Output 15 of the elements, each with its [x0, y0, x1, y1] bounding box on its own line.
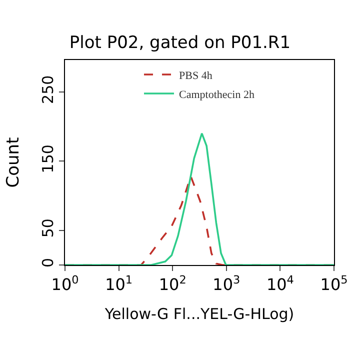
y-tick-label: 0 — [39, 258, 57, 268]
legend-label: Camptothecin 2h — [179, 88, 255, 101]
y-tick-label: 50 — [39, 218, 57, 238]
x-tick-label: 10$^{2}$ — [158, 273, 186, 294]
x-axis-title: Yellow-G Fl...YEL-G-HLog) — [104, 305, 294, 324]
y-tick-label: 150 — [39, 144, 57, 174]
y-tick-label: 250 — [39, 75, 57, 104]
x-tick-label: 10$^{0}$ — [51, 273, 79, 294]
x-tick-label: 10$^{5}$ — [320, 273, 348, 294]
x-tick-label: 10$^{4}$ — [266, 273, 294, 294]
x-tick-label: 10$^{1}$ — [105, 273, 133, 294]
y-axis-title: Count — [4, 136, 24, 188]
chart-title: Plot P02, gated on P01.R1 — [69, 32, 291, 53]
legend-label: PBS 4h — [179, 70, 213, 82]
x-tick-label: 10$^{3}$ — [212, 273, 240, 294]
